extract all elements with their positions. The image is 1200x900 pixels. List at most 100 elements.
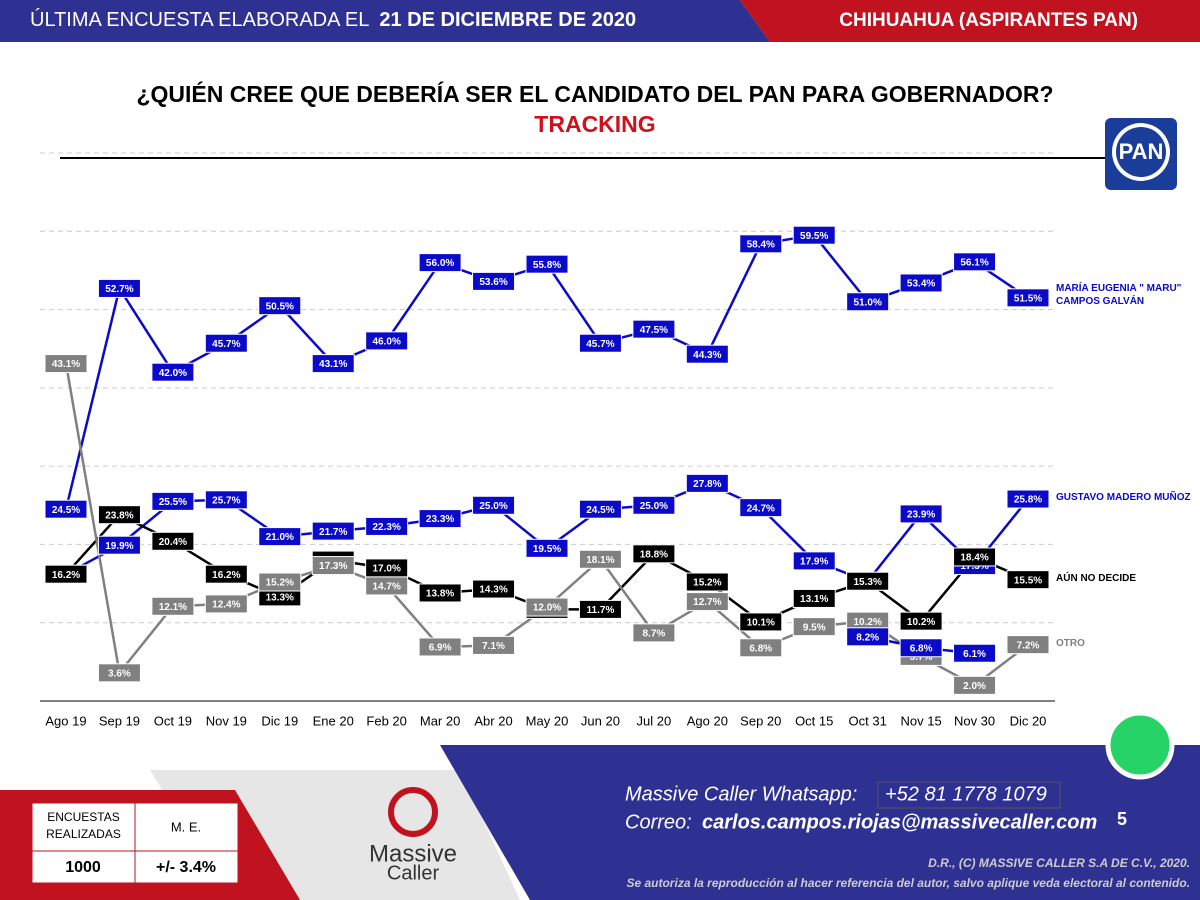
label-box [792, 551, 836, 571]
data-label-text: 15.2% [693, 578, 721, 589]
label-box [418, 583, 462, 603]
series-name: GUSTAVO MADERO MUÑOZ [1056, 492, 1191, 504]
label-box [258, 296, 302, 316]
label-box [953, 643, 997, 663]
data-label-text: 18.8% [640, 549, 668, 560]
data-label-text: 21.7% [319, 527, 347, 538]
data-label: 12.1% [151, 596, 195, 616]
label-box [953, 675, 997, 695]
table-cell: +/- 3.4% [156, 859, 216, 876]
x-tick-label: May 20 [526, 713, 569, 728]
label-box [418, 509, 462, 529]
data-label: 25.0% [632, 495, 676, 515]
label-box [1006, 489, 1050, 509]
data-label: 45.7% [204, 333, 248, 353]
label-box [365, 576, 409, 596]
data-label-text: 51.5% [1014, 293, 1042, 304]
label-box [578, 599, 622, 619]
data-label: 59.5% [792, 225, 836, 245]
label-box [578, 333, 622, 353]
series-name: OTRO [1056, 637, 1085, 649]
label-box [1006, 288, 1050, 308]
data-label-text: 23.8% [105, 510, 133, 521]
data-label-text: 6.9% [429, 643, 452, 654]
label-box [632, 544, 676, 564]
data-label: 22.3% [365, 516, 409, 536]
data-label: 18.8% [632, 544, 676, 564]
data-label: 11.7% [578, 599, 622, 619]
data-label: 15.5% [1006, 570, 1050, 590]
plot: Ago 19 Sep 19 Oct 19 Nov 19 Dic 19 Ene 20 Feb … [40, 152, 1055, 728]
data-label-text: 21.0% [266, 532, 294, 543]
data-label: 23.9% [899, 504, 943, 524]
table-head-text: ENCUESTAS REALIZADAS [46, 810, 121, 841]
x-tick-label: Jun 20 [581, 713, 620, 728]
whatsapp: +52 81 1778 1079 [885, 783, 1047, 805]
data-label: 10.1% [739, 612, 783, 632]
label-box [525, 538, 569, 558]
data-label: 13.8% [418, 583, 462, 603]
data-label: 27.8% [685, 473, 729, 493]
data-label: 7.1% [472, 635, 516, 655]
data-label: 55.8% [525, 254, 569, 274]
data-label-text: 56.0% [426, 258, 454, 269]
label-box [204, 594, 248, 614]
label-box [1006, 570, 1050, 590]
data-label-text: 25.0% [479, 501, 507, 512]
data-label: 7.2% [1006, 635, 1050, 655]
data-label-text: 50.5% [266, 301, 294, 312]
data-label: 43.1% [311, 354, 355, 374]
series-name: AÚN NO DECIDE [1056, 572, 1137, 584]
data-label-text: 53.6% [479, 277, 507, 288]
data-label-text: 12.4% [212, 600, 240, 611]
data-label-text: 25.8% [1014, 495, 1042, 506]
data-label-text: 3.6% [108, 668, 131, 679]
data-label: 3.6% [97, 663, 141, 683]
table-head: M. E. [171, 819, 201, 834]
data-label: 25.8% [1006, 489, 1050, 509]
label-box [739, 234, 783, 254]
rights: D.R., (C) MASSIVE CALLER S.A DE C.V., 20… [928, 856, 1190, 870]
data-label: 18.1% [578, 549, 622, 569]
data-label: 9.5% [792, 617, 836, 637]
x-tick-label: Oct 31 [849, 713, 887, 728]
top-band [0, 0, 770, 42]
data-label-text: 45.7% [212, 339, 240, 350]
data-label: 43.1% [44, 354, 88, 374]
data-label: 45.7% [578, 333, 622, 353]
data-label: 50.5% [258, 296, 302, 316]
data-label-text: 42.0% [159, 368, 187, 379]
data-label-text: 17.3% [960, 561, 988, 572]
data-label-text: 17.9% [800, 557, 828, 568]
data-label-text: 25.5% [159, 497, 187, 508]
x-tick-label: Abr 20 [474, 713, 512, 728]
data-label-text: 17.3% [319, 561, 347, 572]
data-label-text: 24.5% [586, 505, 614, 516]
data-label-text: 43.1% [52, 359, 80, 370]
data-label: 42.0% [151, 362, 195, 382]
data-label: 52.7% [97, 278, 141, 298]
label-box [792, 617, 836, 637]
header-lead-text: ÚLTIMA ENCUESTA ELABORADA EL [30, 8, 369, 31]
data-label-text: 59.5% [800, 231, 828, 242]
label-box [953, 547, 997, 567]
data-label-text: 46.0% [372, 337, 400, 348]
bottom-band [440, 745, 1200, 900]
label-box [151, 531, 195, 551]
x-tick-label: Mar 20 [420, 713, 460, 728]
data-label: 18.4% [953, 547, 997, 567]
page-number: 5 [1117, 809, 1127, 829]
x-tick-label: Feb 20 [366, 713, 406, 728]
label-box [578, 549, 622, 569]
data-label: 24.7% [739, 498, 783, 518]
data-label: 10.2% [846, 611, 890, 631]
data-label-text: 11.7% [587, 605, 615, 616]
data-label: 23.8% [97, 505, 141, 525]
data-label: 8.2% [846, 627, 890, 647]
data-label: 6.8% [739, 638, 783, 658]
x-tick-label: Ago 19 [45, 713, 86, 728]
data-label-text: 15.2% [266, 578, 294, 589]
data-label: 10.2% [899, 611, 943, 631]
data-label-text: 18.4% [960, 553, 988, 564]
header-lead: ÚLTIMA ENCUESTA ELABORADA EL 21 DE DICIEM… [30, 8, 636, 31]
